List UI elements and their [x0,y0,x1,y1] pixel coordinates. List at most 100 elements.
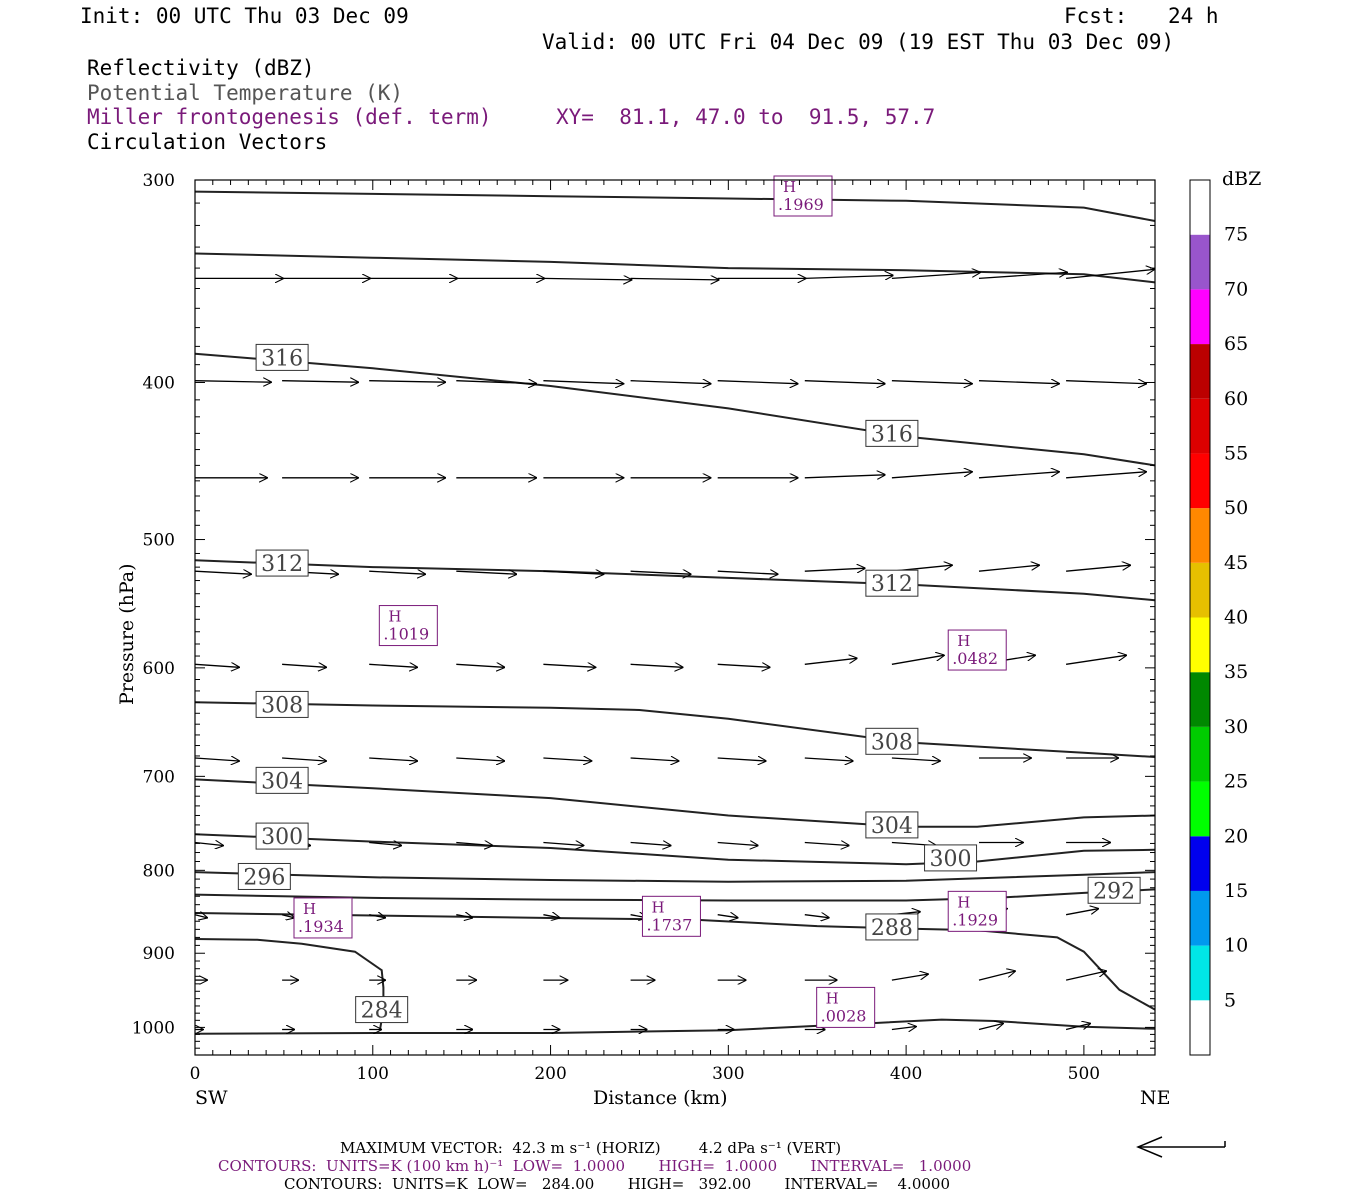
x-tick-label: 400 [890,1064,922,1084]
frontogenesis-max-value: .0028 [821,1006,867,1025]
theta-contour-label: 308 [871,730,913,755]
theta-contour-label: 292 [1093,879,1135,904]
theta-contour-label: 312 [261,552,303,577]
circulation-vector [804,275,893,278]
frontogenesis-max-value: .1929 [952,910,998,929]
circulation-vector [891,655,944,665]
colorbar-segment [1190,617,1210,673]
frontogenesis-max-box [816,986,876,1028]
circulation-vector [978,565,1039,572]
colorbar-segment [1190,945,1210,1001]
frontogenesis-max-value: .1019 [383,625,429,644]
circulation-vector [456,571,516,574]
circulation-vector [978,472,1059,479]
reference-vector-arrow [1136,1136,1226,1158]
colorbar-label: 45 [1224,552,1248,574]
theta-contour-line [194,1018,1156,1035]
circulation-vector [543,915,559,918]
circulation-vector [717,758,766,761]
colorbar-segment [1190,234,1210,290]
circulation-vector [194,381,271,383]
theta-contour-line [194,252,1156,284]
frontogenesis-max-marker: H [303,900,316,918]
field-miller-frontogenesis: Miller frontogenesis (def. term) [87,105,492,129]
y-tick-label: 700 [143,767,175,787]
frontogenesis-max-value: .1934 [298,917,344,936]
circulation-vector [194,915,207,918]
field-reflectivity: Reflectivity (dBZ) [87,56,315,80]
colorbar-label: 30 [1224,716,1248,738]
circulation-vector [543,571,603,574]
circulation-vector [804,475,885,478]
circulation-vector [1065,971,1106,981]
theta-label-box [255,822,309,850]
y-tick-label: 400 [143,373,175,393]
frontogenesis-max-marker: H [957,632,970,650]
frontogenesis-max-marker: H [388,608,401,626]
x-axis-title: Distance (km) [593,1087,728,1109]
colorbar-segment [1190,180,1210,235]
theta-contour-label: 300 [930,847,972,872]
circulation-vector [543,664,595,667]
circulation-vector [369,915,385,918]
x-axis-left-end-label: SW [195,1087,228,1109]
circulation-vector [369,571,425,574]
colorbar-segment [1190,1000,1210,1055]
circulation-vector [804,568,865,571]
theta-contour-label: 288 [871,916,913,941]
colorbar-label: 5 [1224,989,1236,1011]
theta-contour-label: 300 [261,825,303,850]
init-time: Init: 00 UTC Thu 03 Dec 09 [80,4,409,28]
circulation-vector [978,1024,1003,1031]
circulation-vector [804,658,857,665]
circulation-vector [369,381,445,383]
circulation-vector [194,664,239,667]
colorbar-label: 55 [1224,442,1248,464]
circulation-vector [1065,909,1098,916]
circulation-vector [369,843,401,846]
x-tick-label: 0 [190,1064,201,1084]
colorbar-segment [1190,453,1210,509]
circulation-vector [1065,1024,1090,1031]
circulation-vector [630,381,711,384]
theta-contour-line [194,888,1156,902]
theta-label-box [924,844,978,872]
frontogenesis-max-box [293,897,353,939]
circulation-vector [456,843,492,846]
theta-label-box [255,343,309,371]
colorbar-segment [1190,726,1210,782]
theta-label-box [255,549,309,577]
circulation-vector [456,381,536,384]
frontogenesis-max-marker: H [651,898,664,916]
circulation-vector [630,278,719,280]
circulation-vector [891,974,928,981]
colorbar-label: 60 [1224,388,1248,410]
circulation-vector [630,664,683,667]
colorbar-segment [1190,890,1210,946]
circulation-vector [543,843,583,846]
circulation-vector [1066,655,1126,665]
contours-frontogenesis-note: CONTOURS: UNITS=K (100 km h)⁻¹ LOW= 1.00… [218,1157,972,1175]
theta-contour-label: 316 [871,422,913,447]
circulation-vector [456,915,472,918]
theta-contour-label: 296 [243,865,285,890]
circulation-vector [804,843,849,846]
colorbar-label: 10 [1224,935,1248,957]
theta-contour-label: 284 [361,999,403,1024]
y-tick-label: 500 [143,531,175,551]
theta-label-box [1087,876,1141,904]
frontogenesis-max-box [773,175,833,217]
circulation-vector [891,381,972,384]
theta-contour-label: 304 [871,814,913,839]
y-tick-label: 300 [143,171,175,191]
frontogenesis-max-value: .0482 [952,649,998,668]
colorbar-segment [1190,289,1210,345]
circulation-vector [281,915,294,918]
circulation-vector [1066,381,1146,384]
cross-section-endpoints: XY= 81.1, 47.0 to 91.5, 57.7 [556,105,936,129]
y-tick-label: 800 [143,861,175,881]
theta-contour-line [194,559,1156,602]
theta-contour-line [194,871,1156,883]
field-potential-temperature: Potential Temperature (K) [87,81,404,105]
